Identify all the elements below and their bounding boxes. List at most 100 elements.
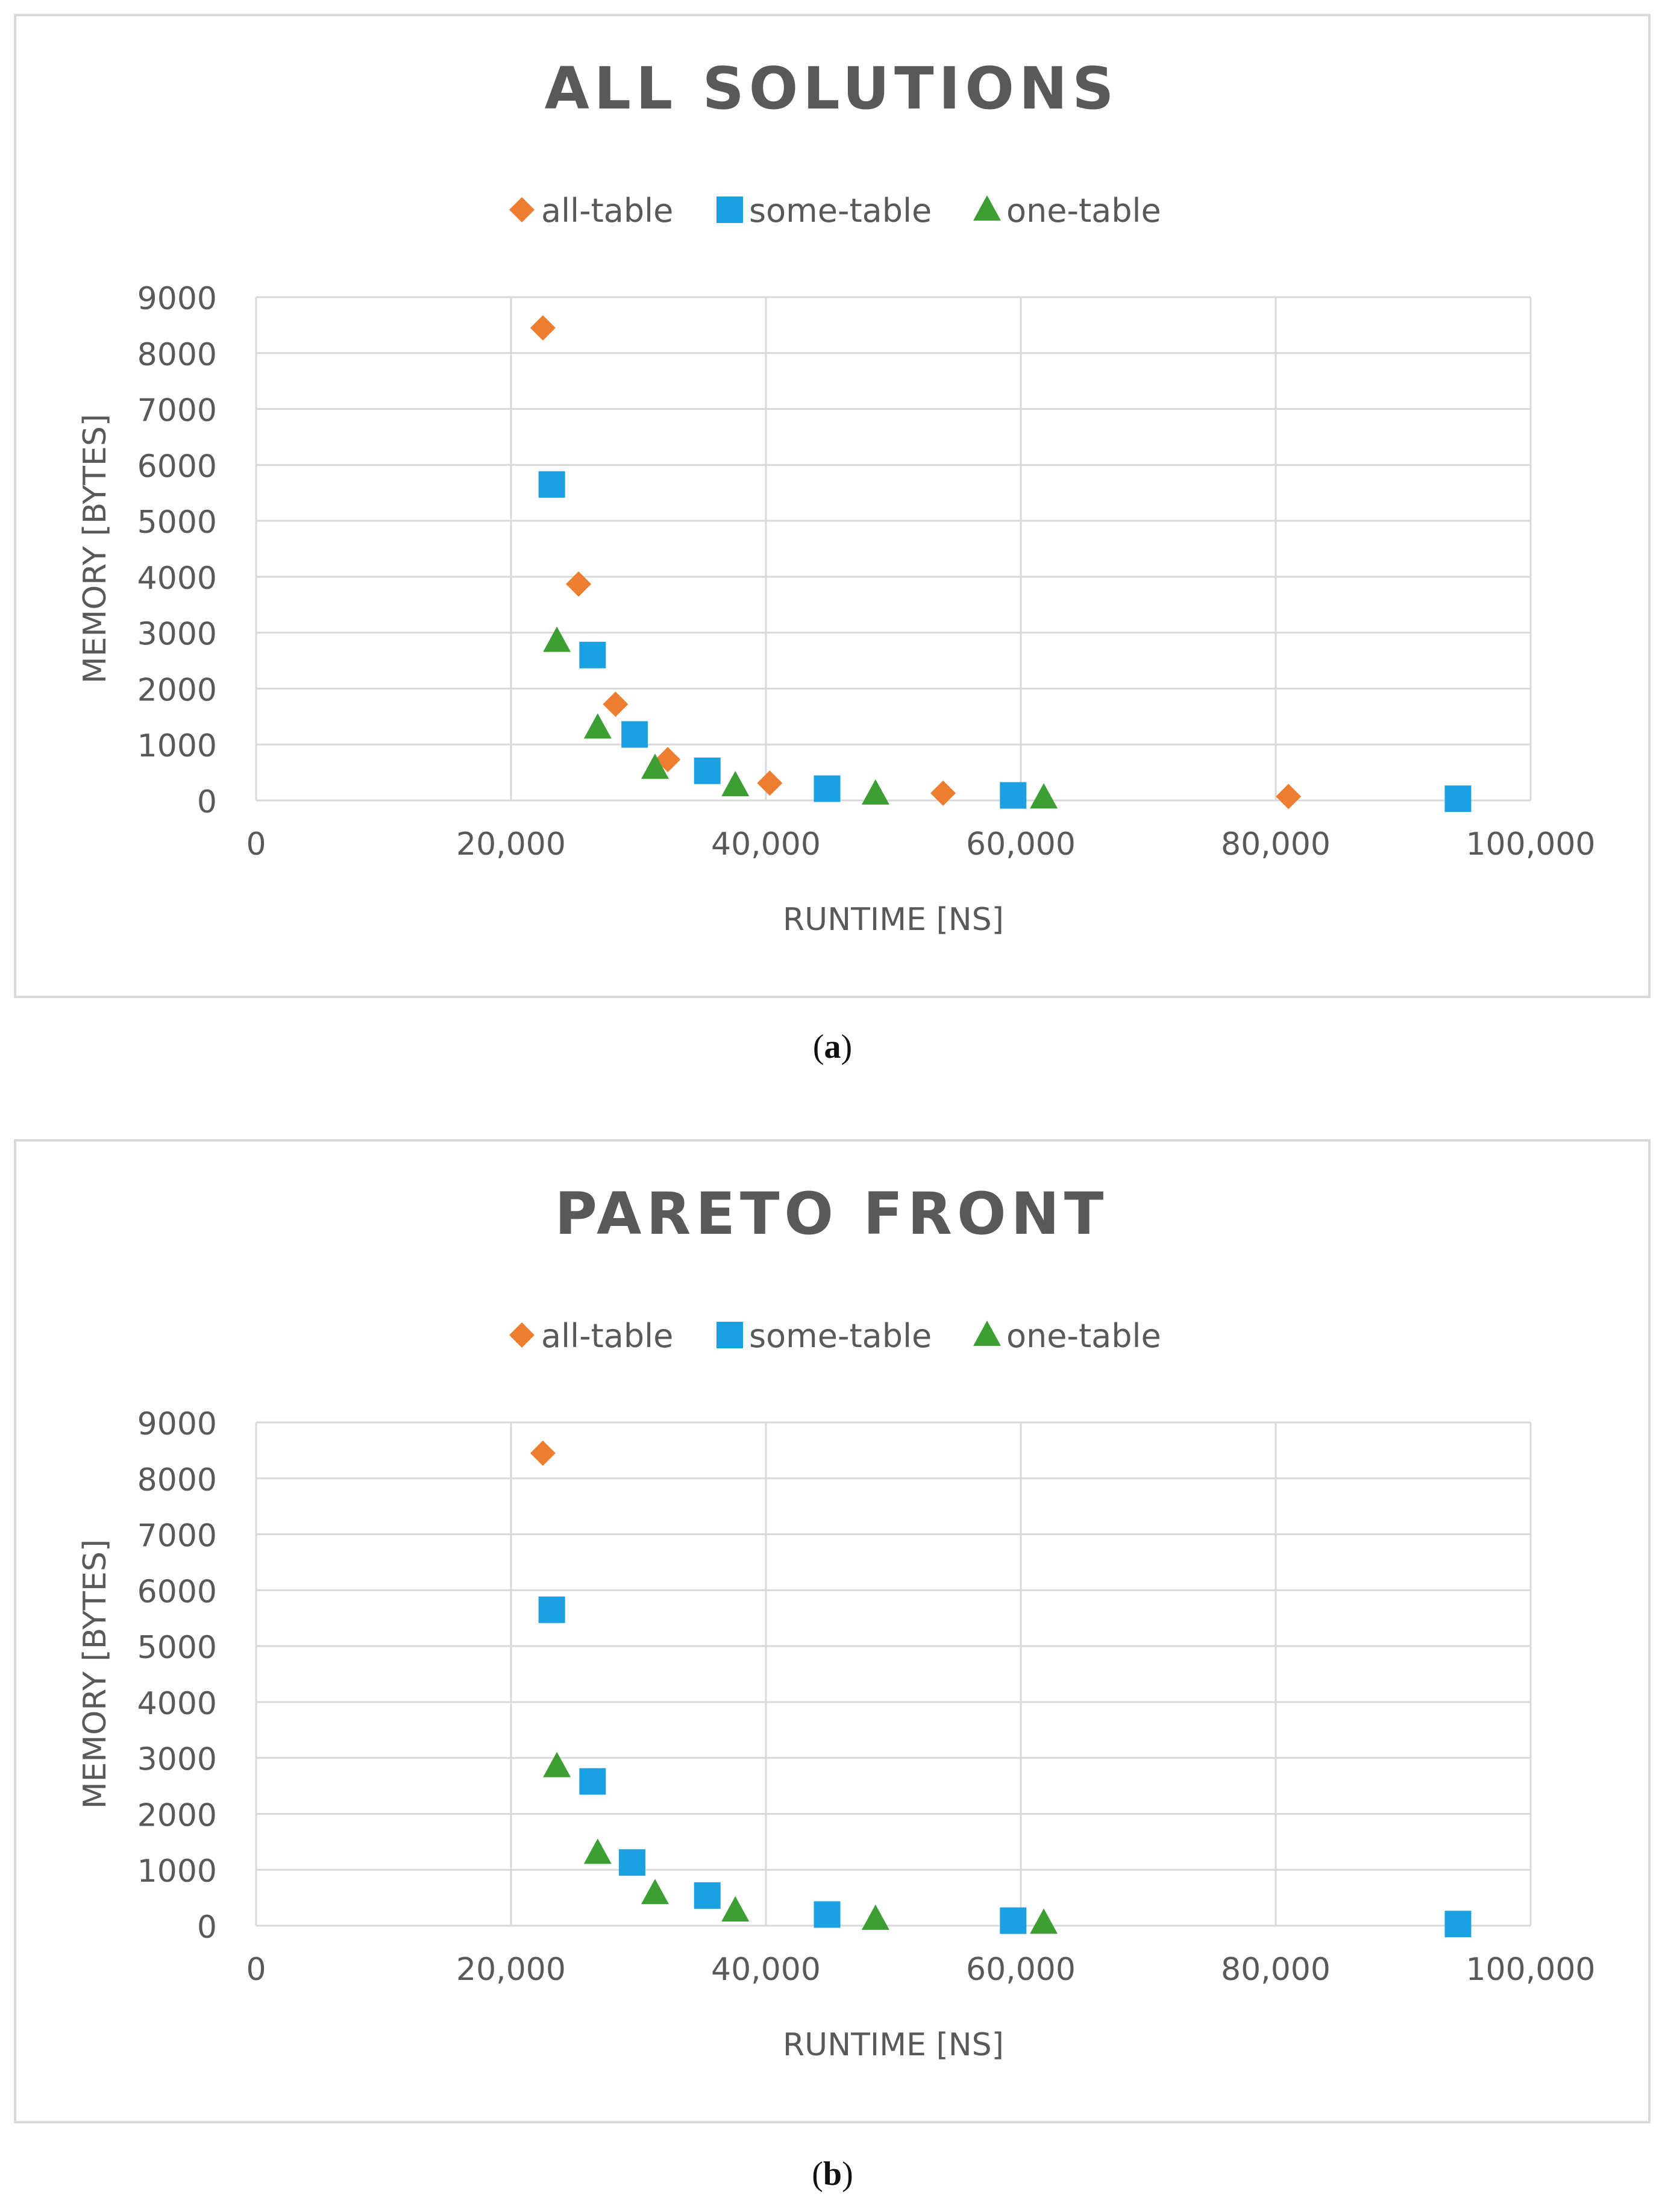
legend-label-some-table: some-table	[749, 1317, 932, 1355]
legend: all-table some-table one-table	[509, 192, 1161, 230]
data-point-one-table	[641, 1879, 669, 1905]
chart-panel-a	[14, 14, 1651, 998]
data-point-one-table	[543, 1752, 571, 1777]
x-tick-label: 40,000	[711, 1952, 821, 1988]
y-tick-label: 4000	[137, 561, 217, 597]
y-tick-label: 1000	[137, 728, 217, 764]
y-tick-label: 5000	[137, 1630, 217, 1666]
y-axis-label: MEMORY [BYTES]	[77, 1539, 113, 1809]
legend-marker-some-table	[716, 196, 743, 223]
gridlines	[255, 1421, 1532, 1927]
legend-label-some-table: some-table	[749, 192, 932, 230]
data-point-some-table	[1000, 1907, 1027, 1934]
legend-label-one-table: one-table	[1006, 192, 1161, 230]
data-point-all-table	[930, 780, 956, 806]
data-point-some-table	[618, 1849, 645, 1876]
series-all-table	[530, 1441, 556, 1466]
caption-a: (a)	[812, 1028, 853, 1066]
x-tick-label: 80,000	[1221, 826, 1331, 862]
x-tick-label: 100,000	[1466, 1952, 1595, 1988]
chart-all-solutions: ALL SOLUTIONS all-table some-table one-tabl…	[77, 55, 1596, 938]
series-one-table	[543, 1752, 1058, 1934]
chart-pareto-front: PARETO FRONT all-table some-table one-table…	[77, 1180, 1596, 2063]
y-tick-label: 2000	[137, 672, 217, 708]
data-point-some-table	[694, 757, 721, 784]
data-point-some-table	[1444, 1911, 1472, 1938]
data-point-some-table	[1444, 785, 1472, 812]
y-tick-label: 6000	[137, 448, 217, 485]
x-tick-label: 60,000	[966, 826, 1076, 862]
data-point-one-table	[721, 770, 750, 796]
data-point-all-table	[566, 571, 592, 597]
x-tick-label: 20,000	[456, 1952, 566, 1988]
data-point-all-table	[757, 770, 783, 796]
x-tick-label: 0	[246, 1952, 266, 1988]
y-tick-label: 7000	[137, 1518, 217, 1554]
y-tick-label: 1000	[137, 1853, 217, 1890]
legend: all-table some-table one-table	[509, 1317, 1161, 1355]
x-tick-label: 40,000	[711, 826, 821, 862]
data-point-some-table	[694, 1882, 721, 1909]
x-tick-label: 20,000	[456, 826, 566, 862]
data-point-one-table	[583, 1838, 612, 1864]
y-tick-label: 7000	[137, 393, 217, 429]
legend-marker-all-table	[509, 1322, 535, 1348]
y-tick-label: 6000	[137, 1574, 217, 1610]
legend-marker-one-table	[973, 1321, 1001, 1346]
legend-marker-all-table	[509, 197, 535, 222]
caption-a-letter: a	[824, 1028, 841, 1066]
data-point-some-table	[538, 471, 565, 498]
y-tick-label: 2000	[137, 1797, 217, 1833]
x-tick-label: 100,000	[1466, 826, 1595, 862]
y-tick-label: 5000	[137, 504, 217, 541]
data-point-some-table	[579, 1768, 606, 1795]
series-some-table	[538, 471, 1472, 812]
data-point-some-table	[621, 721, 648, 748]
data-point-all-table	[1276, 784, 1302, 809]
y-tick-label: 3000	[137, 617, 217, 653]
data-point-one-table	[721, 1896, 750, 1921]
data-point-some-table	[538, 1596, 565, 1623]
chart-title: ALL SOLUTIONS	[545, 55, 1119, 122]
x-tick-label: 80,000	[1221, 1952, 1331, 1988]
y-tick-label: 8000	[137, 337, 217, 373]
legend-label-all-table: all-table	[541, 1317, 673, 1355]
x-axis-label: RUNTIME [NS]	[783, 902, 1004, 938]
x-tick-label: 60,000	[966, 1952, 1076, 1988]
gridlines	[255, 296, 1532, 802]
legend-marker-one-table	[973, 195, 1001, 221]
data-point-one-table	[1030, 783, 1058, 809]
data-point-one-table	[861, 779, 889, 805]
data-point-one-table	[1030, 1908, 1058, 1934]
data-point-all-table	[530, 1441, 556, 1466]
y-tick-label: 9000	[137, 1406, 217, 1442]
y-tick-label: 0	[197, 784, 217, 820]
chart-title: PARETO FRONT	[555, 1180, 1109, 1248]
data-point-all-table	[603, 691, 629, 717]
x-axis-label: RUNTIME [NS]	[783, 2027, 1004, 2063]
series-some-table	[538, 1596, 1472, 1938]
legend-label-all-table: all-table	[541, 192, 673, 230]
data-point-some-table	[814, 775, 841, 802]
legend-label-one-table: one-table	[1006, 1317, 1161, 1355]
data-point-one-table	[543, 626, 571, 652]
caption-b-letter: b	[823, 2155, 842, 2193]
data-point-some-table	[814, 1901, 841, 1928]
y-tick-label: 4000	[137, 1686, 217, 1722]
y-tick-label: 0	[197, 1909, 217, 1946]
y-axis-label: MEMORY [BYTES]	[77, 414, 113, 683]
chart-panel-b	[14, 1139, 1651, 2123]
data-point-all-table	[530, 315, 556, 341]
data-point-some-table	[579, 641, 606, 668]
caption-b: (b)	[812, 2155, 853, 2193]
data-point-some-table	[1000, 782, 1027, 809]
data-point-one-table	[583, 713, 612, 739]
legend-marker-some-table	[716, 1322, 743, 1348]
data-point-one-table	[641, 753, 669, 779]
data-point-one-table	[861, 1904, 889, 1930]
series-one-table	[543, 626, 1058, 809]
x-tick-label: 0	[246, 826, 266, 862]
y-tick-label: 8000	[137, 1462, 217, 1498]
y-tick-label: 9000	[137, 281, 217, 317]
y-tick-label: 3000	[137, 1742, 217, 1778]
